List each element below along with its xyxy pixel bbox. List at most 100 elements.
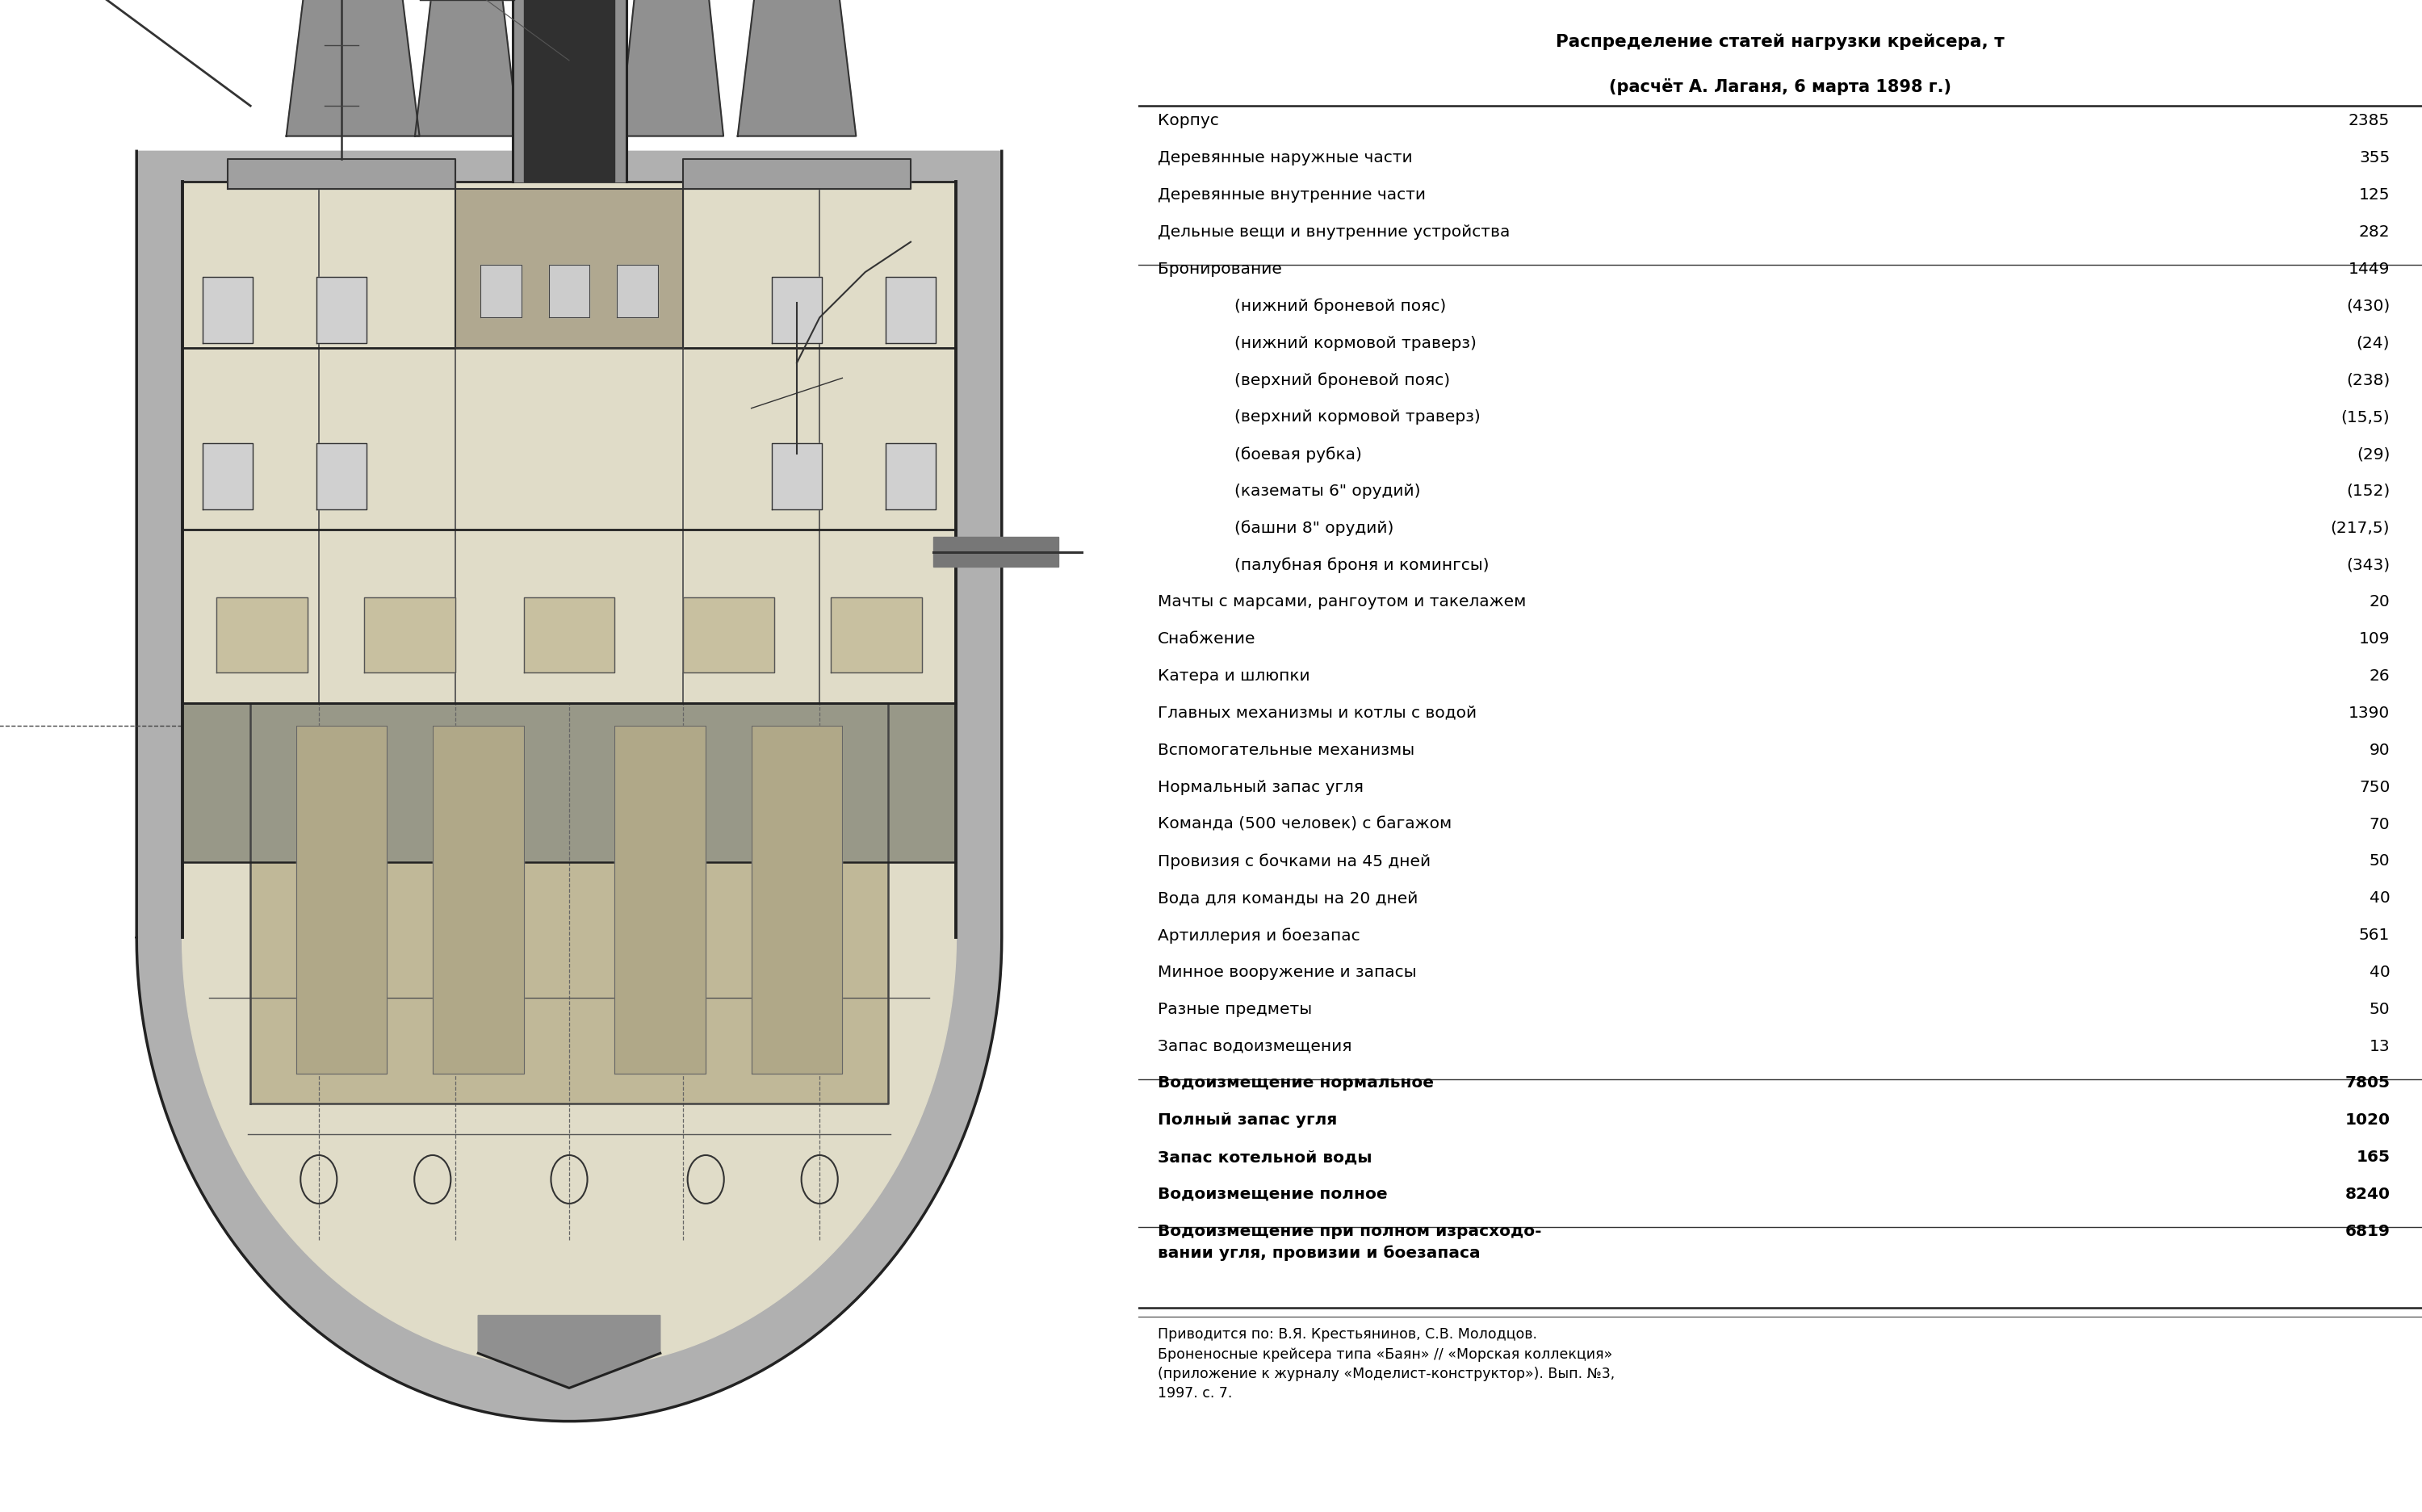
Text: Мачты с марсами, рангоутом и такелажем: Мачты с марсами, рангоутом и такелажем	[1158, 594, 1526, 609]
Text: 90: 90	[2369, 742, 2391, 758]
Text: 109: 109	[2359, 632, 2391, 647]
Polygon shape	[477, 1315, 661, 1388]
Text: вании угля, провизии и боезапаса: вании угля, провизии и боезапаса	[1158, 1244, 1480, 1261]
Polygon shape	[751, 726, 843, 1074]
Text: Дельные вещи и внутренние устройства: Дельные вещи и внутренние устройства	[1158, 224, 1509, 240]
Polygon shape	[932, 537, 1058, 567]
Text: Главных механизмы и котлы с водой: Главных механизмы и котлы с водой	[1158, 706, 1477, 721]
Polygon shape	[683, 597, 775, 673]
Text: 1449: 1449	[2349, 262, 2391, 277]
Polygon shape	[615, 726, 705, 1074]
Text: 26: 26	[2369, 668, 2391, 683]
Text: 1020: 1020	[2344, 1113, 2391, 1128]
Polygon shape	[182, 181, 957, 1368]
Text: 50: 50	[2369, 854, 2391, 869]
Text: Вода для команды на 20 дней: Вода для команды на 20 дней	[1158, 891, 1417, 906]
Polygon shape	[203, 277, 252, 343]
Text: 2385: 2385	[2349, 113, 2391, 129]
Text: Водоизмещение при полном израсходо-: Водоизмещение при полном израсходо-	[1158, 1223, 1540, 1238]
Text: Водоизмещение полное: Водоизмещение полное	[1158, 1187, 1388, 1202]
Polygon shape	[620, 0, 724, 136]
Polygon shape	[434, 726, 523, 1074]
Polygon shape	[414, 0, 518, 136]
Text: 750: 750	[2359, 780, 2391, 795]
Text: Водоизмещение нормальное: Водоизмещение нормальное	[1158, 1075, 1434, 1092]
Text: Вспомогательные механизмы: Вспомогательные механизмы	[1158, 742, 1414, 758]
Text: Снабжение: Снабжение	[1158, 632, 1255, 647]
Text: (238): (238)	[2347, 372, 2391, 387]
Polygon shape	[683, 159, 911, 189]
Text: 125: 125	[2359, 187, 2391, 203]
Polygon shape	[739, 0, 855, 136]
Polygon shape	[523, 0, 615, 181]
Polygon shape	[773, 277, 821, 343]
Text: Приводится по: В.Я. Крестьянинов, С.В. Молодцов.
Броненосные крейсера типа «Баян: Приводится по: В.Я. Крестьянинов, С.В. М…	[1158, 1328, 1615, 1402]
Text: Провизия с бочками на 45 дней: Провизия с бочками на 45 дней	[1158, 854, 1431, 869]
Text: Бронирование: Бронирование	[1158, 262, 1281, 277]
Polygon shape	[295, 726, 388, 1074]
Text: Команда (500 человек) с багажом: Команда (500 человек) с багажом	[1158, 816, 1451, 832]
Text: 20: 20	[2369, 594, 2391, 609]
Polygon shape	[136, 151, 1003, 1421]
Polygon shape	[523, 597, 615, 673]
Text: Корпус: Корпус	[1158, 113, 1218, 129]
Text: (нижний броневой пояс): (нижний броневой пояс)	[1235, 298, 1446, 314]
Polygon shape	[317, 277, 366, 343]
Text: (343): (343)	[2347, 558, 2391, 573]
Text: Разные предметы: Разные предметы	[1158, 1001, 1313, 1018]
Text: (24): (24)	[2357, 336, 2391, 351]
Polygon shape	[455, 189, 683, 348]
Text: Деревянные внутренние части: Деревянные внутренние части	[1158, 187, 1427, 203]
Text: 40: 40	[2369, 891, 2391, 906]
Polygon shape	[286, 0, 419, 136]
Text: (башни 8" орудий): (башни 8" орудий)	[1235, 520, 1395, 537]
Text: (нижний кормовой траверз): (нижний кормовой траверз)	[1235, 336, 1477, 351]
Text: 561: 561	[2359, 927, 2391, 943]
Text: Запас котельной воды: Запас котельной воды	[1158, 1149, 1371, 1164]
Text: 13: 13	[2369, 1039, 2391, 1054]
Text: (152): (152)	[2347, 484, 2391, 499]
Polygon shape	[480, 265, 521, 318]
Text: 6819: 6819	[2344, 1223, 2391, 1238]
Text: (верхний кормовой траверз): (верхний кормовой траверз)	[1235, 410, 1480, 425]
Text: Распределение статей нагрузки крейсера, т: Распределение статей нагрузки крейсера, …	[1555, 33, 2005, 50]
Polygon shape	[203, 443, 252, 510]
Text: (палубная броня и комингсы): (палубная броня и комингсы)	[1235, 558, 1490, 573]
Text: 165: 165	[2357, 1149, 2391, 1164]
Polygon shape	[831, 597, 923, 673]
Polygon shape	[886, 277, 935, 343]
Polygon shape	[249, 703, 889, 1104]
Text: (29): (29)	[2357, 446, 2391, 461]
Polygon shape	[773, 443, 821, 510]
Polygon shape	[182, 703, 957, 862]
Text: 355: 355	[2359, 150, 2391, 166]
Text: 1390: 1390	[2349, 706, 2391, 721]
Polygon shape	[886, 443, 935, 510]
Text: 50: 50	[2369, 1001, 2391, 1018]
Text: (казематы 6" орудий): (казематы 6" орудий)	[1235, 484, 1422, 499]
Text: Артиллерия и боезапас: Артиллерия и боезапас	[1158, 927, 1359, 943]
Text: Катера и шлюпки: Катера и шлюпки	[1158, 668, 1310, 683]
Polygon shape	[618, 265, 659, 318]
Text: Полный запас угля: Полный запас угля	[1158, 1113, 1337, 1128]
Text: 40: 40	[2369, 965, 2391, 980]
Polygon shape	[363, 597, 455, 673]
Text: Деревянные наружные части: Деревянные наружные части	[1158, 150, 1412, 166]
Text: 8240: 8240	[2344, 1187, 2391, 1202]
Polygon shape	[550, 265, 589, 318]
Polygon shape	[317, 443, 366, 510]
Text: Нормальный запас угля: Нормальный запас угля	[1158, 780, 1364, 795]
Text: (15,5): (15,5)	[2342, 410, 2391, 425]
Polygon shape	[228, 159, 455, 189]
Text: (расчёт А. Лаганя, 6 марта 1898 г.): (расчёт А. Лаганя, 6 марта 1898 г.)	[1608, 79, 1952, 95]
Polygon shape	[513, 0, 625, 181]
Text: (боевая рубка): (боевая рубка)	[1235, 446, 1361, 463]
Text: Минное вооружение и запасы: Минное вооружение и запасы	[1158, 965, 1417, 980]
Text: 70: 70	[2369, 816, 2391, 832]
Polygon shape	[216, 597, 308, 673]
Text: (217,5): (217,5)	[2330, 520, 2391, 535]
Text: (верхний броневой пояс): (верхний броневой пояс)	[1235, 372, 1451, 389]
Text: 282: 282	[2359, 224, 2391, 240]
Text: 7805: 7805	[2344, 1075, 2391, 1092]
Text: (430): (430)	[2347, 298, 2391, 314]
